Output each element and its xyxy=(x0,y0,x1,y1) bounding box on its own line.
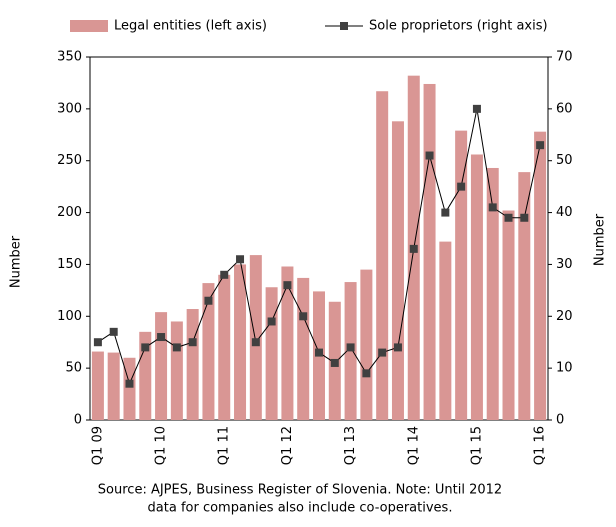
marker xyxy=(93,338,102,347)
marker xyxy=(315,348,323,357)
marker xyxy=(125,379,134,388)
y2-tick-label: 30 xyxy=(556,257,573,272)
legend-label: Legal entities (left axis) xyxy=(114,19,267,34)
legend-swatch xyxy=(70,20,108,32)
bar xyxy=(470,154,483,420)
marker xyxy=(520,213,529,222)
y2-axis-label: Number xyxy=(593,213,608,266)
marker xyxy=(267,317,276,326)
x-tick-label: Q1 14 xyxy=(406,426,421,465)
y2-tick-label: 50 xyxy=(556,153,573,168)
x-tick-label: Q1 12 xyxy=(280,426,295,465)
bar xyxy=(423,83,436,421)
marker xyxy=(220,270,229,279)
y-axis-label: Number xyxy=(9,235,24,288)
marker xyxy=(425,151,434,160)
marker xyxy=(378,348,387,357)
marker xyxy=(172,343,181,352)
y-tick-label: 150 xyxy=(57,257,82,272)
y-tick-label: 350 xyxy=(57,50,82,65)
marker xyxy=(346,343,355,352)
x-tick-label: Q1 16 xyxy=(533,426,548,465)
marker xyxy=(141,343,150,352)
bar xyxy=(297,277,310,420)
legend-swatch xyxy=(340,22,348,30)
y2-tick-label: 40 xyxy=(556,205,573,220)
marker xyxy=(109,327,118,336)
bar xyxy=(486,167,499,420)
y-tick-label: 50 xyxy=(65,361,82,376)
marker xyxy=(504,213,513,222)
marker xyxy=(488,203,497,212)
y2-tick-label: 70 xyxy=(556,50,573,65)
bar xyxy=(202,283,215,420)
bar xyxy=(107,352,120,420)
y-tick-label: 0 xyxy=(74,413,82,428)
y2-tick-label: 0 xyxy=(556,413,564,428)
bar xyxy=(218,274,231,420)
bar xyxy=(518,172,531,420)
y-tick-label: 300 xyxy=(57,101,82,116)
marker xyxy=(188,338,197,347)
bar xyxy=(234,264,247,420)
x-tick-label: Q1 11 xyxy=(217,426,232,465)
bar xyxy=(265,287,278,420)
y-tick-label: 250 xyxy=(57,153,82,168)
marker xyxy=(204,296,213,305)
legend-label: Sole proprietors (right axis) xyxy=(369,19,548,34)
marker xyxy=(330,358,339,367)
x-tick-label: Q1 15 xyxy=(469,426,484,465)
bar xyxy=(455,130,468,420)
y-tick-label: 100 xyxy=(57,309,82,324)
bar xyxy=(439,241,452,420)
marker xyxy=(472,104,481,113)
source-note: data for companies also include co-opera… xyxy=(148,501,453,516)
marker xyxy=(157,333,166,342)
bar xyxy=(186,309,199,420)
marker xyxy=(299,312,308,321)
marker xyxy=(409,244,418,253)
marker xyxy=(251,338,260,347)
bar xyxy=(534,131,547,420)
marker xyxy=(393,343,402,352)
x-tick-label: Q1 09 xyxy=(90,426,105,465)
x-tick-label: Q1 13 xyxy=(343,426,358,465)
bar xyxy=(249,255,262,420)
marker xyxy=(457,182,466,191)
marker xyxy=(536,141,545,150)
bar xyxy=(91,351,104,420)
y2-tick-label: 10 xyxy=(556,361,573,376)
y-tick-label: 200 xyxy=(57,205,82,220)
bar xyxy=(155,312,168,420)
marker xyxy=(362,369,371,378)
y2-tick-label: 20 xyxy=(556,309,573,324)
marker xyxy=(236,255,245,264)
bar xyxy=(123,357,136,420)
source-note: Source: AJPES, Business Register of Slov… xyxy=(98,483,502,498)
x-tick-label: Q1 10 xyxy=(154,426,169,465)
marker xyxy=(441,208,450,217)
bar xyxy=(360,269,373,420)
bar xyxy=(502,210,515,420)
bar xyxy=(376,91,389,421)
bar xyxy=(281,266,294,420)
marker xyxy=(283,281,292,290)
bar xyxy=(391,121,404,420)
bar xyxy=(170,321,183,420)
y2-tick-label: 60 xyxy=(556,101,573,116)
